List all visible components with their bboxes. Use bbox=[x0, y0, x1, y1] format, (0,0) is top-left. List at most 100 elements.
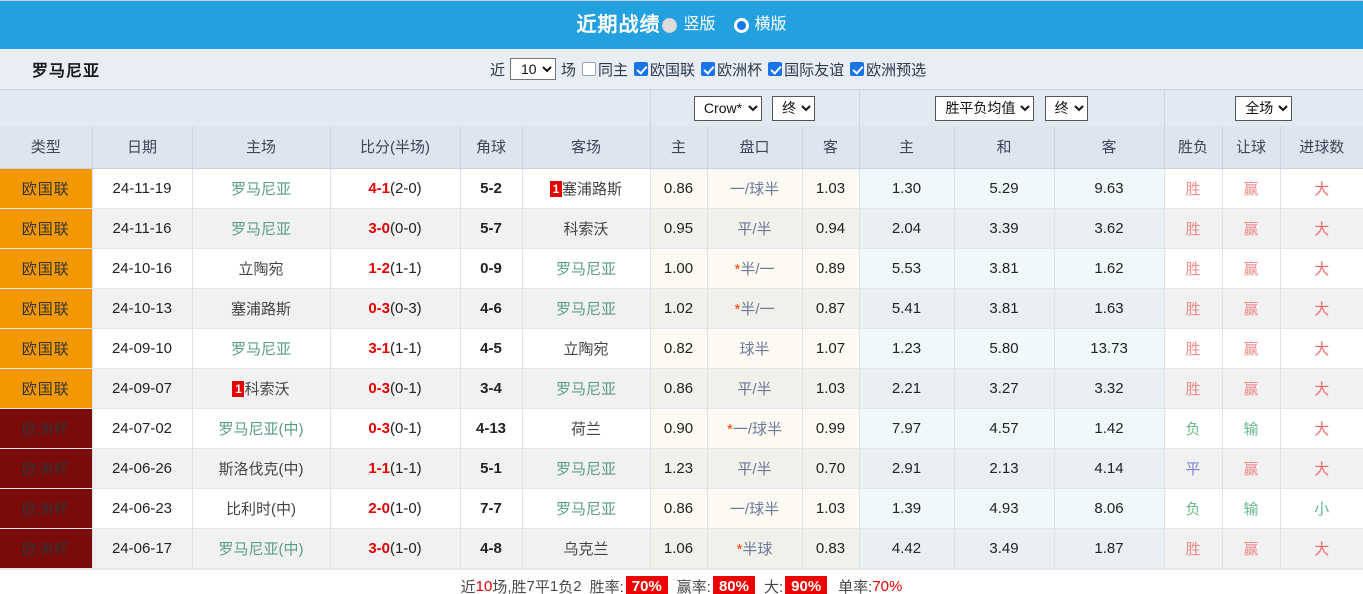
cell-odds-draw: 3.81 bbox=[954, 288, 1055, 329]
col-result-hcap: 让球 bbox=[1222, 126, 1281, 169]
cell-away-team[interactable]: 罗马尼亚 bbox=[522, 288, 651, 329]
table-row[interactable]: 欧国联 24-10-16 立陶宛 1-2(1-1) 0-9 罗马尼亚 1.00 *半/一 0.8… bbox=[0, 248, 1363, 289]
table-row[interactable]: 欧国联 24-11-16 罗马尼亚 3-0(0-0) 5-7 科索沃 0.95 平/半 0.94… bbox=[0, 208, 1363, 249]
cell-score: 3-0(1-0) bbox=[330, 528, 461, 569]
table-row[interactable]: 欧洲杯 24-06-26 斯洛伐克(中) 1-1(1-1) 5-1 罗马尼亚 1.23 平/半… bbox=[0, 448, 1363, 489]
bookmaker-select[interactable]: Crow* bbox=[693, 95, 762, 121]
result-handicap: 赢 bbox=[1243, 460, 1259, 478]
team-name: 乌克兰 bbox=[563, 540, 609, 558]
cell-result-goals: 大 bbox=[1280, 448, 1363, 489]
cell-away-team[interactable]: 罗马尼亚 bbox=[522, 368, 651, 409]
cell-odds-home: 5.41 bbox=[859, 288, 955, 329]
table-row[interactable]: 欧国联 24-10-13 塞浦路斯 0-3(0-3) 4-6 罗马尼亚 1.02 *半/一 0.… bbox=[0, 288, 1363, 329]
cell-away-team[interactable]: 罗马尼亚 bbox=[522, 248, 651, 289]
cell-home-team[interactable]: 塞浦路斯 bbox=[192, 288, 331, 329]
half-score: (0-1) bbox=[390, 379, 422, 397]
cell-result-wl: 胜 bbox=[1164, 208, 1223, 249]
cell-odds-away: 3.32 bbox=[1054, 368, 1165, 409]
cell-away-team[interactable]: 乌克兰 bbox=[522, 528, 651, 569]
cell-away-team[interactable]: 科索沃 bbox=[522, 208, 651, 249]
handicap-line: 一/球半 bbox=[729, 500, 780, 518]
result-handicap: 输 bbox=[1243, 420, 1259, 438]
corner-score: 5-7 bbox=[480, 219, 502, 237]
cell-result-wl: 负 bbox=[1164, 408, 1223, 449]
cell-result-goals: 大 bbox=[1280, 528, 1363, 569]
cell-result-wl: 胜 bbox=[1164, 288, 1223, 329]
checkbox-euro-qualifier-label[interactable]: 欧洲预选 bbox=[866, 61, 927, 79]
result-win-lose: 胜 bbox=[1185, 260, 1201, 278]
final-score: 1-2 bbox=[368, 259, 390, 277]
cell-away-team[interactable]: 立陶宛 bbox=[522, 328, 651, 369]
cell-home-team[interactable]: 立陶宛 bbox=[192, 248, 331, 289]
table-row[interactable]: 欧国联 24-11-19 罗马尼亚 4-1(2-0) 5-2 1 塞浦路斯 0.86 一/球半 1… bbox=[0, 168, 1363, 209]
scope-select[interactable]: 全场 bbox=[1235, 95, 1293, 121]
odds-type-select[interactable]: 胜平负均值 bbox=[935, 95, 1035, 121]
cell-away-team[interactable]: 荷兰 bbox=[522, 408, 651, 449]
cell-away-team[interactable]: 罗马尼亚 bbox=[522, 488, 651, 529]
cell-home-team[interactable]: 罗马尼亚 bbox=[192, 328, 331, 369]
odds-away: 1.87 bbox=[1094, 539, 1124, 557]
match-count-select[interactable]: 10 bbox=[510, 58, 557, 80]
cell-home-team[interactable]: 罗马尼亚 bbox=[192, 208, 331, 249]
corner-score: 4-13 bbox=[475, 419, 507, 437]
handicap-stage-select[interactable]: 终 bbox=[772, 95, 816, 121]
checkbox-friendly-label[interactable]: 国际友谊 bbox=[784, 61, 845, 79]
radio-horizontal[interactable] bbox=[733, 17, 749, 33]
checkbox-euro-cup[interactable] bbox=[701, 62, 716, 76]
cell-result-goals: 大 bbox=[1280, 208, 1363, 249]
cell-home-team[interactable]: 比利时(中) bbox=[192, 488, 331, 529]
summary-footer: 近 10 场, 胜 7 平 1 负 2 胜率: 70% 赢率: 80% 大: 90% 单率: 70% bbox=[0, 568, 1363, 594]
final-score: 1-1 bbox=[368, 459, 390, 477]
corner-score: 7-7 bbox=[480, 499, 502, 517]
checkbox-euro-qualifier[interactable] bbox=[850, 62, 865, 76]
result-win-lose: 胜 bbox=[1185, 380, 1201, 398]
cell-result-hcap: 赢 bbox=[1222, 448, 1281, 489]
odds-draw: 5.29 bbox=[989, 179, 1019, 197]
odds-draw: 3.49 bbox=[989, 539, 1019, 557]
cell-away-team[interactable]: 罗马尼亚 bbox=[522, 448, 651, 489]
checkbox-euro-cup-label[interactable]: 欧洲杯 bbox=[717, 61, 763, 79]
cell-away-team[interactable]: 1 塞浦路斯 bbox=[522, 168, 651, 209]
summary-bigrate-value: 90% bbox=[785, 575, 828, 594]
cell-hcap-home: 0.86 bbox=[650, 368, 708, 409]
cell-score: 4-1(2-0) bbox=[330, 168, 461, 209]
cell-home-team[interactable]: 罗马尼亚 bbox=[192, 168, 331, 209]
checkbox-friendly[interactable] bbox=[768, 62, 783, 76]
team-name: 罗马尼亚 bbox=[555, 260, 616, 278]
table-row[interactable]: 欧洲杯 24-06-23 比利时(中) 2-0(1-0) 7-7 罗马尼亚 0.86 一/球半… bbox=[0, 488, 1363, 529]
checkbox-same-home-label[interactable]: 同主 bbox=[598, 61, 629, 79]
checkbox-nations-league[interactable] bbox=[634, 62, 649, 76]
summary-lose: 2 bbox=[573, 577, 582, 594]
radio-vertical-label[interactable]: 竖版 bbox=[683, 16, 716, 33]
cell-hcap-home: 0.86 bbox=[650, 168, 708, 209]
handicap-home-odds: 0.86 bbox=[663, 379, 694, 397]
radio-vertical[interactable] bbox=[662, 17, 678, 33]
table-row[interactable]: 欧洲杯 24-06-17 罗马尼亚(中) 3-0(1-0) 4-8 乌克兰 1.06 *半球 0… bbox=[0, 528, 1363, 569]
table-row[interactable]: 欧国联 24-09-07 1 科索沃 0-3(0-1) 3-4 罗马尼亚 0.86 平/半 1.0… bbox=[0, 368, 1363, 409]
checkbox-same-home[interactable] bbox=[582, 62, 597, 76]
odds-home: 5.53 bbox=[891, 259, 922, 277]
table-row[interactable]: 欧国联 24-09-10 罗马尼亚 3-1(1-1) 4-5 立陶宛 0.82 球半 1.07 1… bbox=[0, 328, 1363, 369]
team-name: 立陶宛 bbox=[238, 260, 284, 278]
col-home: 主场 bbox=[192, 126, 331, 169]
summary-win: 7 bbox=[526, 577, 535, 594]
cell-hcap-home: 0.86 bbox=[650, 488, 708, 529]
result-win-lose: 胜 bbox=[1185, 180, 1201, 198]
col-odds-away: 客 bbox=[1054, 126, 1165, 169]
cell-home-team[interactable]: 斯洛伐克(中) bbox=[192, 448, 331, 489]
cell-home-team[interactable]: 罗马尼亚(中) bbox=[192, 408, 331, 449]
handicap-away-odds: 1.03 bbox=[815, 499, 846, 517]
result-win-lose: 胜 bbox=[1185, 340, 1201, 358]
checkbox-nations-league-label[interactable]: 欧国联 bbox=[650, 61, 696, 79]
corner-score: 4-5 bbox=[480, 339, 502, 357]
handicap-away-odds: 0.94 bbox=[815, 219, 846, 237]
cell-home-team[interactable]: 1 科索沃 bbox=[192, 368, 331, 409]
handicap-line: *一/球半 bbox=[726, 420, 782, 438]
radio-horizontal-label[interactable]: 横版 bbox=[754, 16, 787, 33]
cell-home-team[interactable]: 罗马尼亚(中) bbox=[192, 528, 331, 569]
result-goals: 小 bbox=[1314, 500, 1330, 518]
table-row[interactable]: 欧洲杯 24-07-02 罗马尼亚(中) 0-3(0-1) 4-13 荷兰 0.90 *一/球… bbox=[0, 408, 1363, 449]
odds-stage-select[interactable]: 终 bbox=[1044, 95, 1088, 121]
cell-hcap-home: 1.00 bbox=[650, 248, 708, 289]
match-date: 24-11-19 bbox=[112, 179, 172, 197]
